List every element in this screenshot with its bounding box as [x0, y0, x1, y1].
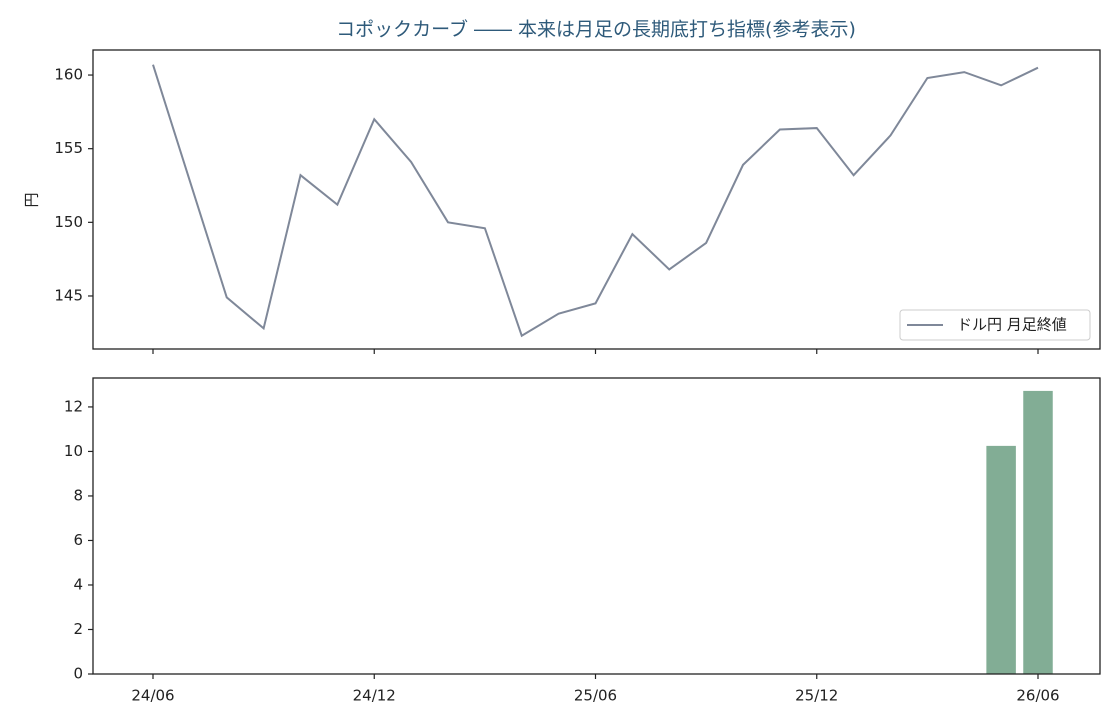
y-tick-label: 6 [73, 531, 83, 549]
bar [986, 445, 1016, 674]
x-tick-label: 25/06 [574, 687, 617, 705]
x-tick-label: 24/12 [353, 687, 396, 705]
x-tick-label: 26/06 [1016, 687, 1059, 705]
y-tick-label: 150 [54, 213, 83, 231]
y-axis-label: 円 [23, 192, 41, 207]
x-tick-label: 24/06 [131, 687, 174, 705]
line [152, 64, 1039, 338]
plot-frame [92, 49, 1101, 350]
plot-frame [92, 377, 1101, 675]
y-tick-label: 2 [73, 620, 83, 638]
x-tick-label: 25/12 [795, 687, 838, 705]
y-tick-label: 145 [54, 286, 83, 304]
legend-box [899, 309, 1091, 341]
y-tick-label: 8 [73, 486, 83, 504]
bar [1023, 390, 1053, 674]
y-tick-label: 160 [54, 66, 83, 84]
legend-label: ドル円 月足終値 [957, 316, 1067, 334]
y-tick-label: 12 [64, 397, 83, 415]
y-tick-label: 4 [73, 575, 83, 593]
chart-title: コポックカーブ ―― 本来は月足の長期底打ち指標(参考表示) [336, 18, 856, 41]
y-tick-label: 10 [64, 442, 83, 460]
y-tick-label: 155 [54, 139, 83, 157]
y-tick-label: 0 [73, 665, 83, 683]
